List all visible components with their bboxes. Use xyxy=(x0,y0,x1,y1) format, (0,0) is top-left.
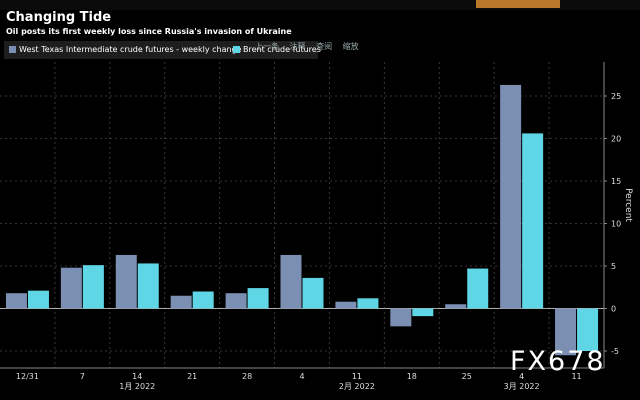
toolbar-annotate-button[interactable]: 注释 xyxy=(289,42,306,51)
x-month-label: 2月 2022 xyxy=(339,382,375,391)
bar-wti xyxy=(170,295,192,309)
x-tick-label: 11 xyxy=(352,372,362,381)
chart-subtitle: Oil posts its first weekly loss since Ru… xyxy=(6,27,292,36)
legend-swatch-wti xyxy=(9,46,16,53)
x-tick-label: 28 xyxy=(242,372,252,381)
bar-wti xyxy=(5,293,27,309)
bar-brent xyxy=(82,265,104,309)
bar-brent xyxy=(302,277,324,309)
bar-wti xyxy=(500,84,522,309)
y-tick-label: 10 xyxy=(611,220,621,229)
y-tick-label: -5 xyxy=(611,347,619,356)
bar-brent xyxy=(412,308,434,317)
x-tick-label: 11 xyxy=(571,372,581,381)
bar-wti xyxy=(225,293,247,309)
x-month-label: 1月 2022 xyxy=(119,382,155,391)
y-tick-label: 20 xyxy=(611,135,621,144)
watermark: FX678 xyxy=(510,346,606,377)
top-bar-accent xyxy=(476,0,560,8)
bar-wti xyxy=(280,254,302,309)
bar-wti xyxy=(390,308,412,327)
bar-wti xyxy=(445,304,467,309)
y-tick-label: 5 xyxy=(611,262,616,271)
bar-brent xyxy=(357,298,379,309)
legend-item-brent: Brent crude futures xyxy=(233,45,321,54)
legend: West Texas Intermediate crude futures - … xyxy=(4,41,321,59)
bar-brent xyxy=(577,308,599,351)
x-tick-label: 7 xyxy=(80,372,85,381)
legend-item-wti: West Texas Intermediate crude futures - … xyxy=(9,45,242,54)
bar-wti xyxy=(115,254,137,309)
x-tick-label: 4 xyxy=(299,372,304,381)
chart-title: Changing Tide xyxy=(6,10,112,25)
y-tick-label: 15 xyxy=(611,177,621,186)
legend-label-wti: West Texas Intermediate crude futures - … xyxy=(19,45,242,54)
toolbar-view-button[interactable]: 查阅 xyxy=(316,42,333,51)
bar-brent xyxy=(467,268,489,309)
bar-wti xyxy=(335,301,357,309)
toolbar-zoom-button[interactable]: 缩放 xyxy=(342,42,359,51)
legend-label-brent: Brent crude futures xyxy=(243,45,321,54)
bar-brent xyxy=(192,291,214,309)
x-tick-label: 14 xyxy=(132,372,142,381)
y-axis-label: Percent xyxy=(623,188,633,222)
chart-toolbar: 上一条 注释 查阅 缩放 xyxy=(255,41,367,59)
x-tick-label: 4 xyxy=(519,372,524,381)
legend-swatch-brent xyxy=(233,46,240,53)
y-tick-label: 0 xyxy=(611,305,616,314)
x-tick-label: 21 xyxy=(187,372,197,381)
bar-wti xyxy=(555,308,577,356)
bar-brent xyxy=(522,133,544,309)
y-tick-label: 25 xyxy=(611,92,621,101)
toolbar-prev-button[interactable]: 上一条 xyxy=(255,42,279,51)
x-tick-label: 18 xyxy=(407,372,417,381)
x-month-label: 3月 2022 xyxy=(504,382,540,391)
bar-brent xyxy=(27,290,49,309)
x-tick-label: 25 xyxy=(462,372,472,381)
bar-brent xyxy=(247,288,269,309)
bar-wti xyxy=(60,267,82,309)
bar-brent xyxy=(137,263,159,309)
top-bar xyxy=(0,0,640,10)
x-tick-label: 12/31 xyxy=(16,372,39,381)
